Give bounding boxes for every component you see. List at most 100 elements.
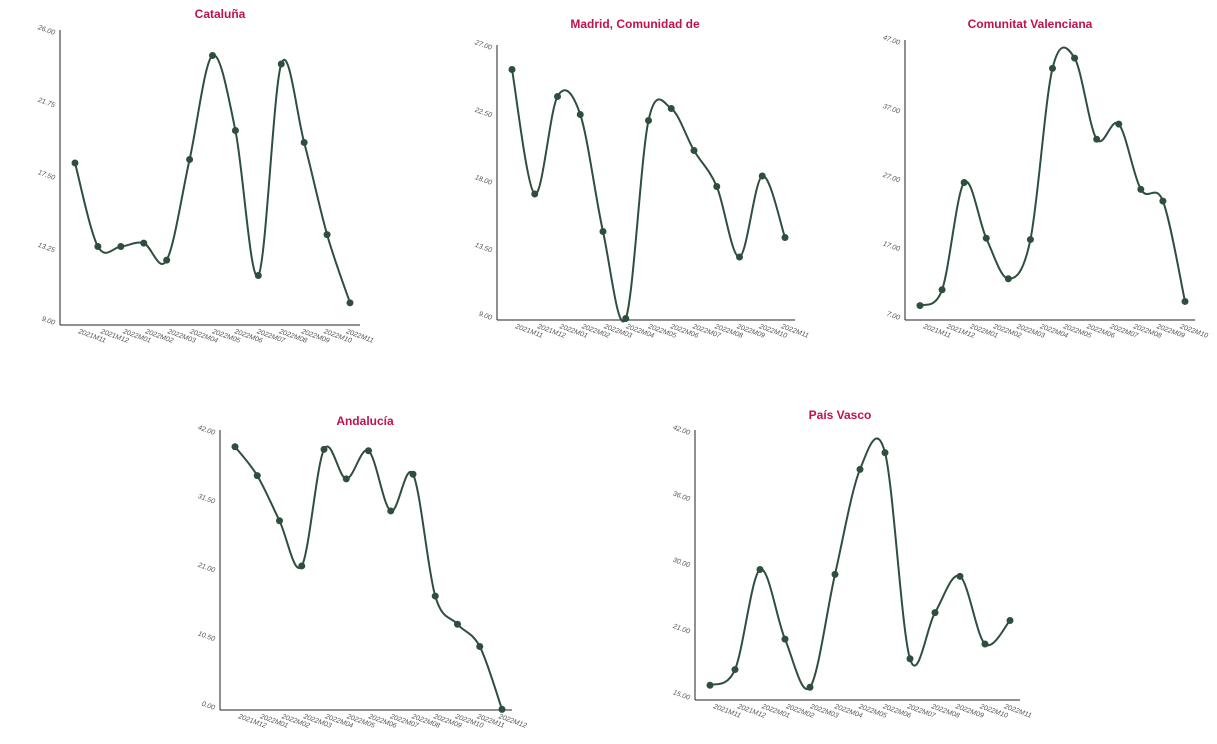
data-point (387, 507, 395, 515)
y-tick-label: 31.50 (197, 493, 216, 506)
data-point (690, 147, 698, 154)
data-point (1004, 275, 1012, 283)
y-tick-label: 36.00 (672, 491, 691, 504)
data-point (94, 243, 102, 251)
chart-panel-madrid: Madrid, Comunidad de 9.00 13.50 18.00 22.50… (455, 17, 815, 375)
data-point (622, 315, 630, 322)
data-point (431, 592, 439, 600)
chart-panel-valenciana: Comunitat Valenciana 7.00 17.00 27.00 37.00… (860, 15, 1215, 375)
data-point (1181, 297, 1189, 305)
series-line (511, 69, 786, 323)
data-point (856, 465, 864, 473)
data-point (645, 117, 652, 124)
y-tick-label: 13.50 (474, 242, 493, 255)
data-point (713, 183, 721, 190)
data-point (831, 570, 839, 578)
data-point (956, 572, 964, 580)
data-point (554, 93, 561, 100)
data-point (163, 256, 171, 264)
data-point (1006, 617, 1014, 624)
data-point (906, 655, 914, 663)
data-point (931, 609, 939, 617)
data-point (599, 228, 607, 235)
y-tick-label: 15.00 (672, 689, 691, 702)
y-tick-label: 21.00 (671, 623, 691, 636)
y-tick-label: 42.00 (672, 424, 691, 437)
y-tick-label: 21.75 (36, 96, 56, 109)
series-line (234, 445, 503, 710)
data-point (277, 60, 285, 68)
y-tick-label: 27.00 (881, 171, 901, 184)
data-point (117, 243, 125, 251)
data-point (1115, 120, 1123, 128)
data-point (298, 562, 306, 570)
series-line (919, 46, 1186, 307)
chart-svg: 7.0017.0027.0037.0047.002021M112021M1220… (881, 34, 1209, 340)
data-point (409, 470, 417, 478)
data-point (736, 253, 743, 261)
data-point (71, 159, 79, 167)
data-point (1071, 54, 1079, 62)
data-point (938, 286, 946, 294)
chart-title: Cataluña (194, 7, 246, 21)
chart-title: Madrid, Comunidad de (570, 17, 700, 31)
chart-panel-andalucia: Andalucía 0.00 10.50 21.00 31.50 42.00 2021M1… (180, 410, 550, 744)
y-tick-label: 37.00 (882, 103, 901, 116)
y-tick-label: 27.00 (473, 39, 493, 52)
y-tick-label: 21.00 (196, 561, 216, 574)
data-point (781, 635, 789, 643)
y-tick-label: 22.50 (473, 106, 493, 119)
data-point (1159, 197, 1167, 205)
y-tick-label: 9.00 (478, 311, 493, 322)
data-point (576, 111, 584, 118)
data-point (342, 475, 350, 483)
y-tick-label: 42.00 (197, 424, 216, 437)
data-point (209, 51, 216, 59)
data-point (960, 179, 968, 186)
y-tick-label: 17.50 (37, 169, 56, 182)
data-point (186, 156, 194, 164)
data-point (454, 620, 461, 628)
data-point (731, 666, 739, 674)
y-tick-label: 10.50 (197, 631, 216, 644)
data-point (806, 683, 814, 691)
data-point (982, 234, 990, 242)
y-tick-label: 17.00 (882, 241, 901, 254)
data-point (1137, 185, 1145, 193)
y-tick-label: 47.00 (882, 34, 901, 47)
chart-svg: 0.0010.5021.0031.5042.002021M122022M0120… (196, 424, 528, 730)
data-point (508, 66, 516, 73)
data-point (276, 517, 283, 525)
data-point (1026, 236, 1034, 244)
y-tick-label: 0.00 (201, 701, 216, 712)
data-point (476, 642, 484, 650)
data-point (916, 302, 924, 310)
y-tick-label: 9.00 (41, 316, 56, 327)
data-point (300, 138, 308, 146)
series-line (74, 54, 351, 304)
data-point (758, 172, 766, 180)
y-tick-label: 26.00 (36, 24, 56, 37)
chart-title: Andalucía (336, 414, 394, 428)
chart-panel-cataluna: Cataluña 9.00 13.25 17.50 21.75 26.00 2021M11… (20, 5, 380, 375)
series-line (709, 437, 1011, 691)
data-point (231, 443, 239, 451)
data-point (781, 234, 789, 241)
y-tick-label: 18.00 (474, 174, 493, 187)
data-point (320, 445, 328, 453)
chart-title: País Vasco (808, 408, 872, 422)
data-point (323, 231, 331, 239)
data-point (1093, 135, 1101, 143)
y-tick-label: 7.00 (886, 311, 901, 322)
data-point (140, 239, 148, 247)
chart-svg: 15.0021.0030.0036.0042.002021M112021M122… (671, 424, 1033, 720)
chart-svg: 9.0013.5018.0022.5027.002021M112021M1220… (473, 39, 810, 340)
y-tick-label: 13.25 (37, 242, 56, 255)
data-point (365, 447, 372, 455)
data-point (756, 565, 764, 573)
data-point (981, 640, 989, 648)
data-point (231, 127, 239, 135)
data-point (253, 472, 261, 480)
y-tick-label: 30.00 (672, 557, 691, 570)
data-point (346, 299, 354, 307)
